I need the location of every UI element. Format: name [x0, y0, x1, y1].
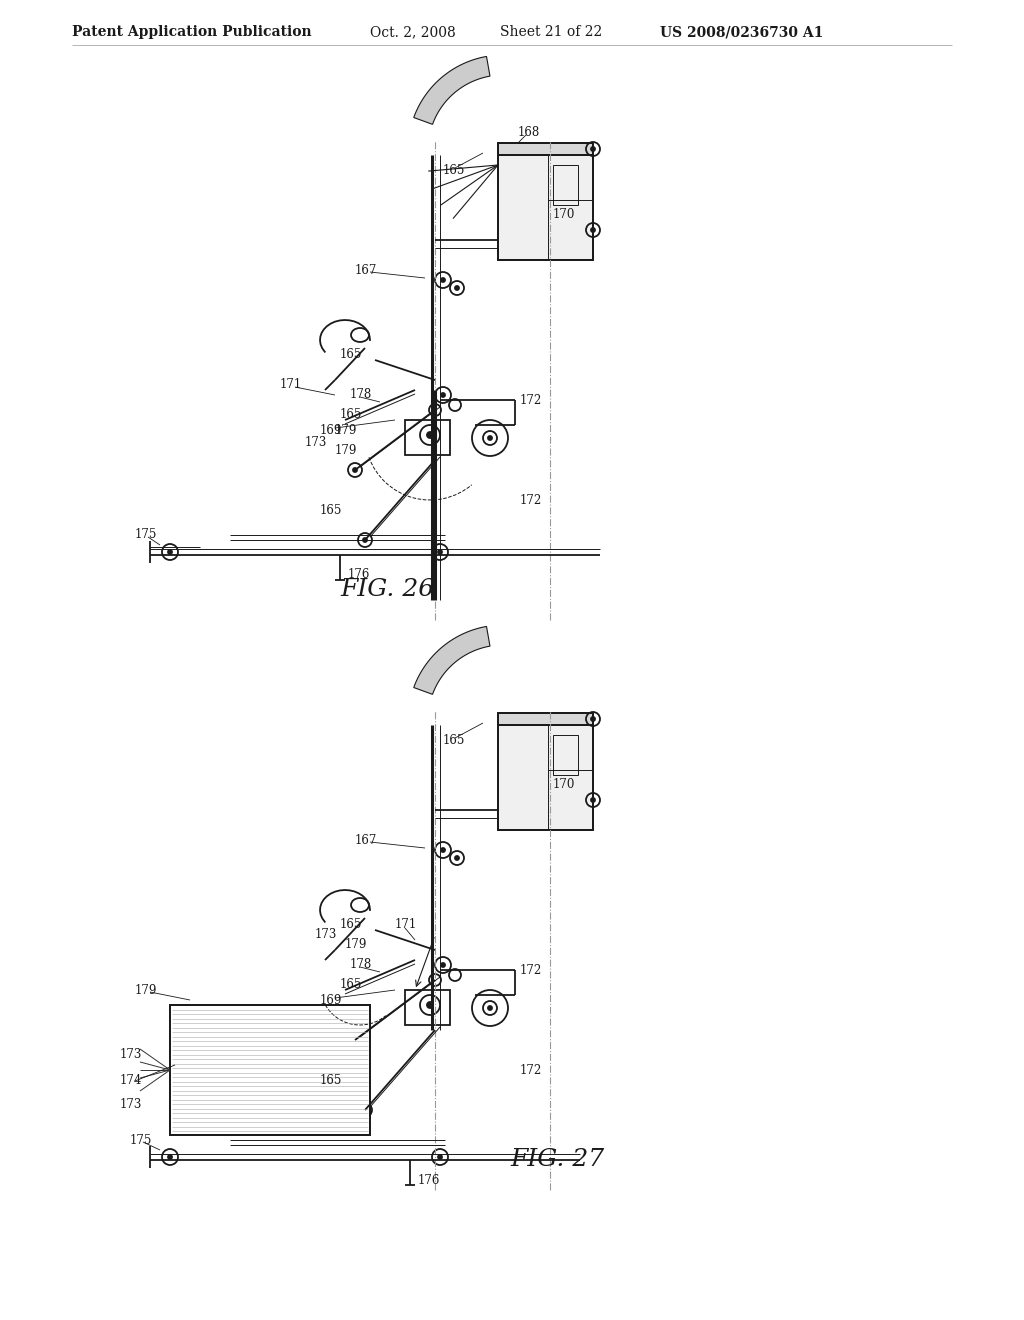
Ellipse shape	[351, 898, 369, 912]
Text: 178: 178	[350, 958, 373, 972]
Circle shape	[455, 286, 459, 290]
Bar	[498, 725, 593, 830]
Bar	[553, 735, 578, 775]
Text: 179: 179	[335, 424, 357, 437]
Bar	[406, 420, 450, 455]
Circle shape	[168, 550, 172, 554]
Text: 169: 169	[319, 424, 342, 437]
Text: 176: 176	[348, 569, 371, 582]
Bar	[406, 990, 450, 1026]
Text: 165: 165	[340, 919, 362, 932]
Bar	[498, 143, 593, 154]
Text: 165: 165	[340, 348, 362, 362]
Bar	[498, 713, 593, 725]
Text: FIG. 26: FIG. 26	[340, 578, 434, 602]
Text: 167: 167	[355, 264, 378, 276]
Circle shape	[591, 799, 595, 803]
Text: FIG. 27: FIG. 27	[510, 1148, 604, 1172]
Circle shape	[488, 1006, 492, 1010]
Text: 173: 173	[315, 928, 337, 941]
Text: 172: 172	[520, 393, 543, 407]
Bar	[170, 1005, 370, 1135]
Text: 179: 179	[345, 939, 368, 952]
Text: Sheet 21 of 22: Sheet 21 of 22	[500, 25, 602, 40]
Circle shape	[591, 717, 595, 721]
Circle shape	[427, 432, 433, 438]
Circle shape	[427, 1002, 433, 1008]
Circle shape	[488, 436, 492, 440]
Circle shape	[353, 469, 357, 473]
Text: 170: 170	[553, 779, 575, 792]
Circle shape	[441, 964, 445, 968]
Circle shape	[438, 550, 442, 554]
Text: 165: 165	[319, 503, 342, 516]
Text: 172: 172	[520, 494, 543, 507]
Text: 165: 165	[319, 1073, 342, 1086]
Text: 178: 178	[350, 388, 373, 401]
Bar	[498, 143, 593, 154]
Text: 172: 172	[520, 964, 543, 977]
Text: 165: 165	[443, 734, 465, 747]
Bar	[498, 154, 593, 260]
Circle shape	[362, 1107, 367, 1111]
Circle shape	[441, 279, 445, 282]
Text: 165: 165	[340, 978, 362, 991]
Text: US 2008/0236730 A1: US 2008/0236730 A1	[660, 25, 823, 40]
Bar	[498, 154, 593, 260]
Bar	[553, 165, 578, 205]
Text: 173: 173	[120, 1048, 142, 1061]
Circle shape	[591, 228, 595, 232]
Text: 179: 179	[335, 444, 357, 457]
Text: 170: 170	[553, 209, 575, 222]
Bar	[498, 713, 593, 725]
Circle shape	[362, 539, 367, 543]
Ellipse shape	[351, 327, 369, 342]
Text: 173: 173	[305, 436, 328, 449]
Text: 173: 173	[120, 1098, 142, 1111]
Text: 167: 167	[355, 833, 378, 846]
Text: 171: 171	[280, 379, 302, 392]
Polygon shape	[414, 57, 489, 124]
Text: 175: 175	[135, 528, 158, 541]
Text: 176: 176	[418, 1173, 440, 1187]
Circle shape	[353, 1038, 357, 1041]
Polygon shape	[414, 627, 489, 694]
Text: 165: 165	[443, 164, 465, 177]
Text: 179: 179	[135, 983, 158, 997]
Circle shape	[168, 1155, 172, 1159]
Text: 171: 171	[395, 919, 417, 932]
Circle shape	[455, 855, 459, 861]
Text: 168: 168	[518, 127, 541, 140]
Text: 174: 174	[120, 1073, 142, 1086]
Circle shape	[441, 393, 445, 397]
Circle shape	[438, 1155, 442, 1159]
Bar	[170, 1005, 370, 1135]
Text: 165: 165	[340, 408, 362, 421]
Circle shape	[441, 847, 445, 851]
Text: Oct. 2, 2008: Oct. 2, 2008	[370, 25, 456, 40]
Text: Patent Application Publication: Patent Application Publication	[72, 25, 311, 40]
Text: 169: 169	[319, 994, 342, 1006]
Text: 172: 172	[520, 1064, 543, 1077]
Text: 175: 175	[130, 1134, 153, 1147]
Bar	[498, 725, 593, 830]
Circle shape	[591, 147, 595, 150]
